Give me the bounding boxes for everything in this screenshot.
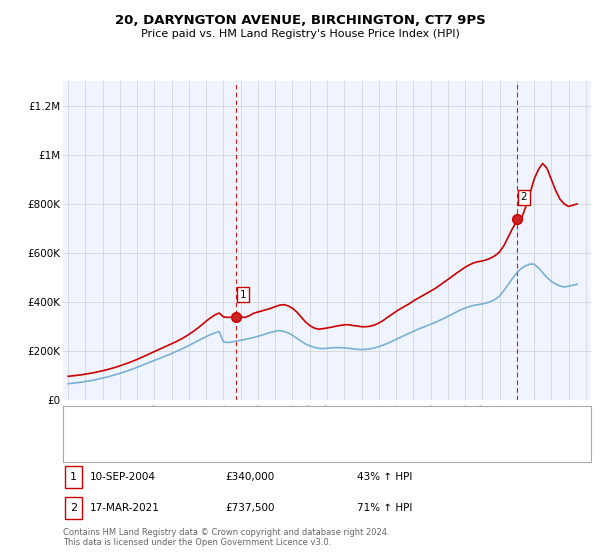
Text: 43% ↑ HPI: 43% ↑ HPI [357,472,412,482]
Text: 1: 1 [240,290,247,300]
Text: 2: 2 [520,192,527,202]
Text: Contains HM Land Registry data © Crown copyright and database right 2024.
This d: Contains HM Land Registry data © Crown c… [63,528,389,547]
Text: 1: 1 [70,472,77,482]
Text: 17-MAR-2021: 17-MAR-2021 [90,503,160,513]
Text: £340,000: £340,000 [225,472,274,482]
Text: 10-SEP-2004: 10-SEP-2004 [90,472,156,482]
Text: 2: 2 [70,503,77,513]
Text: 71% ↑ HPI: 71% ↑ HPI [357,503,412,513]
Text: HPI: Average price, detached house, Thanet: HPI: Average price, detached house, Than… [102,437,317,447]
Text: Price paid vs. HM Land Registry's House Price Index (HPI): Price paid vs. HM Land Registry's House … [140,29,460,39]
Text: £737,500: £737,500 [225,503,275,513]
Text: 20, DARYNGTON AVENUE, BIRCHINGTON, CT7 9PS (detached house): 20, DARYNGTON AVENUE, BIRCHINGTON, CT7 9… [102,415,435,425]
Text: 20, DARYNGTON AVENUE, BIRCHINGTON, CT7 9PS: 20, DARYNGTON AVENUE, BIRCHINGTON, CT7 9… [115,14,485,27]
